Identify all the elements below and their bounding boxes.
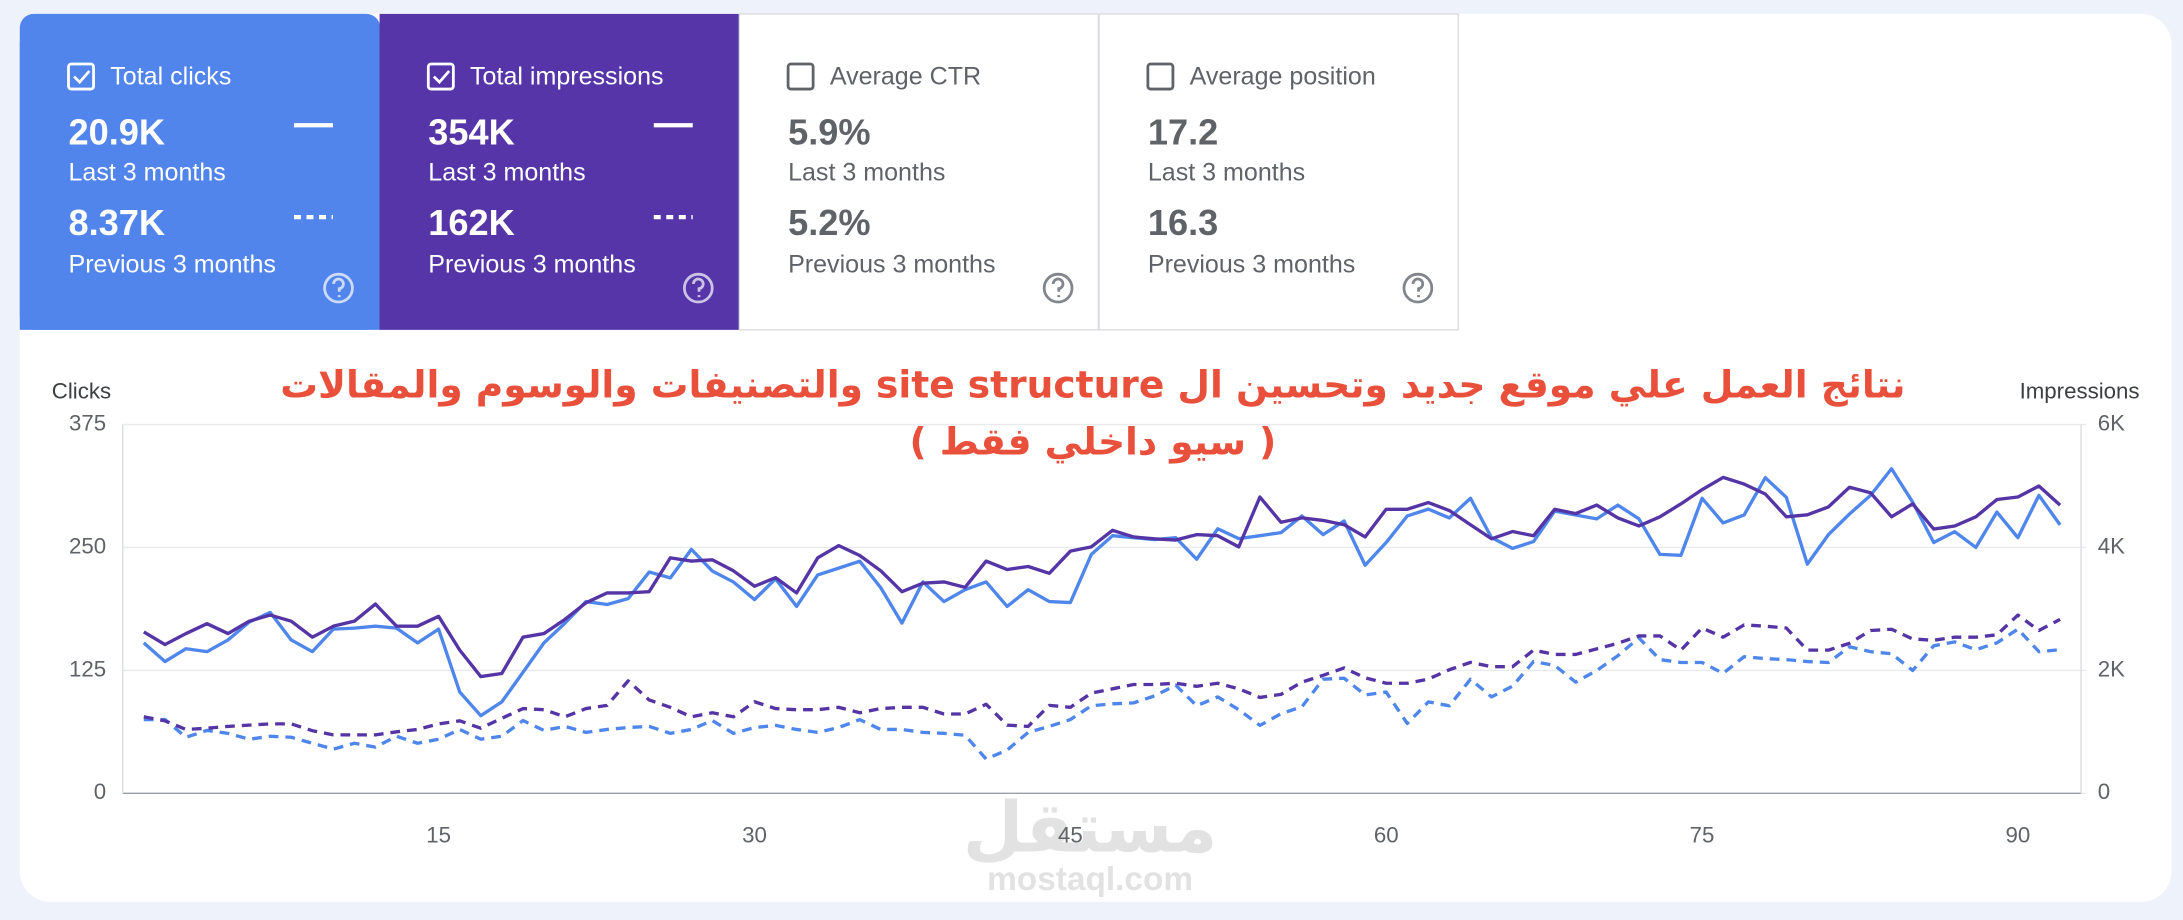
current-line xyxy=(142,467,2062,718)
checkbox xyxy=(1146,62,1175,91)
card-prev-value: 16.3 xyxy=(1148,202,1218,243)
metric-card[interactable]: Average CTR 5.9% Last 3 months 5.2% Previous… xyxy=(738,13,1100,331)
card-bg xyxy=(738,13,1100,331)
card-period: Last 3 months xyxy=(788,159,945,187)
checkbox xyxy=(67,62,95,91)
card-period: Last 3 months xyxy=(69,159,226,187)
annotation: نتائج العمل علي موقع جديد وتحسين ال site… xyxy=(280,362,1905,407)
y-tick-label: 125 xyxy=(69,656,106,681)
y2-tick-label: 2K xyxy=(2098,656,2125,681)
annotation: ( سيو داخلي فقط ) xyxy=(909,419,1276,463)
help-glyph xyxy=(332,277,345,298)
help-icon[interactable] xyxy=(1402,272,1434,304)
card-bg xyxy=(379,13,741,330)
watermark: mostaql.com xyxy=(987,861,1193,898)
checkbox xyxy=(786,62,815,91)
help-icon[interactable] xyxy=(1042,272,1074,304)
y-axis-label: Clicks xyxy=(52,378,111,403)
y2-tick-label: 0 xyxy=(2098,779,2110,804)
y2-tick-label: 4K xyxy=(2098,533,2125,558)
card-period: Last 3 months xyxy=(1148,159,1305,187)
card-title: Average CTR xyxy=(830,63,981,91)
y-tick-label: 375 xyxy=(69,410,106,435)
card-prev-value: 5.2% xyxy=(788,202,870,243)
card-prev-value: 162K xyxy=(428,202,514,243)
card-bg xyxy=(1098,13,1459,331)
card-value: 17.2 xyxy=(1148,112,1218,153)
y-tick-label: 0 xyxy=(94,779,106,804)
card-title: Average position xyxy=(1190,63,1376,91)
help-glyph xyxy=(692,277,705,298)
metric-card[interactable]: Total impressions 354K Last 3 months 162K Pr… xyxy=(379,13,741,330)
card-prev-value: 8.37K xyxy=(69,202,166,243)
metric-card[interactable]: Total clicks 20.9K Last 3 months 8.37K Previ… xyxy=(19,13,381,330)
y2-axis-label: Impressions xyxy=(2020,378,2140,403)
help-glyph xyxy=(1051,277,1065,298)
card-value: 5.9% xyxy=(788,112,870,153)
x-tick-label: 60 xyxy=(1374,822,1399,847)
card-prev-period: Previous 3 months xyxy=(788,250,995,278)
help-icon[interactable] xyxy=(323,272,354,304)
previous-line xyxy=(143,613,2061,737)
card-prev-period: Previous 3 months xyxy=(69,250,276,278)
check-mark xyxy=(432,70,451,85)
help-glyph xyxy=(1411,277,1425,298)
x-tick-label: 30 xyxy=(742,822,767,847)
card-period: Last 3 months xyxy=(428,159,585,187)
y2-tick-label: 6K xyxy=(2098,410,2125,435)
card-prev-period: Previous 3 months xyxy=(1148,250,1355,278)
x-tick-label: 90 xyxy=(2006,822,2031,847)
current-line xyxy=(142,475,2062,679)
y-tick-label: 250 xyxy=(69,533,106,558)
check-mark xyxy=(73,70,91,85)
metric-card[interactable]: Average position 17.2 Last 3 months 16.3 Pre… xyxy=(1098,13,1459,331)
watermark: مستقل xyxy=(963,787,1217,868)
card-value: 20.9K xyxy=(69,112,166,153)
card-value: 354K xyxy=(428,112,514,153)
card-prev-period: Previous 3 months xyxy=(428,250,635,278)
checkbox xyxy=(426,62,455,91)
card-title: Total impressions xyxy=(470,63,663,91)
x-tick-label: 45 xyxy=(1058,822,1083,847)
help-icon[interactable] xyxy=(682,272,714,304)
x-tick-label: 75 xyxy=(1690,822,1715,847)
card-title: Total clicks xyxy=(110,63,231,91)
x-tick-label: 15 xyxy=(426,822,451,847)
previous-line xyxy=(143,627,2061,761)
